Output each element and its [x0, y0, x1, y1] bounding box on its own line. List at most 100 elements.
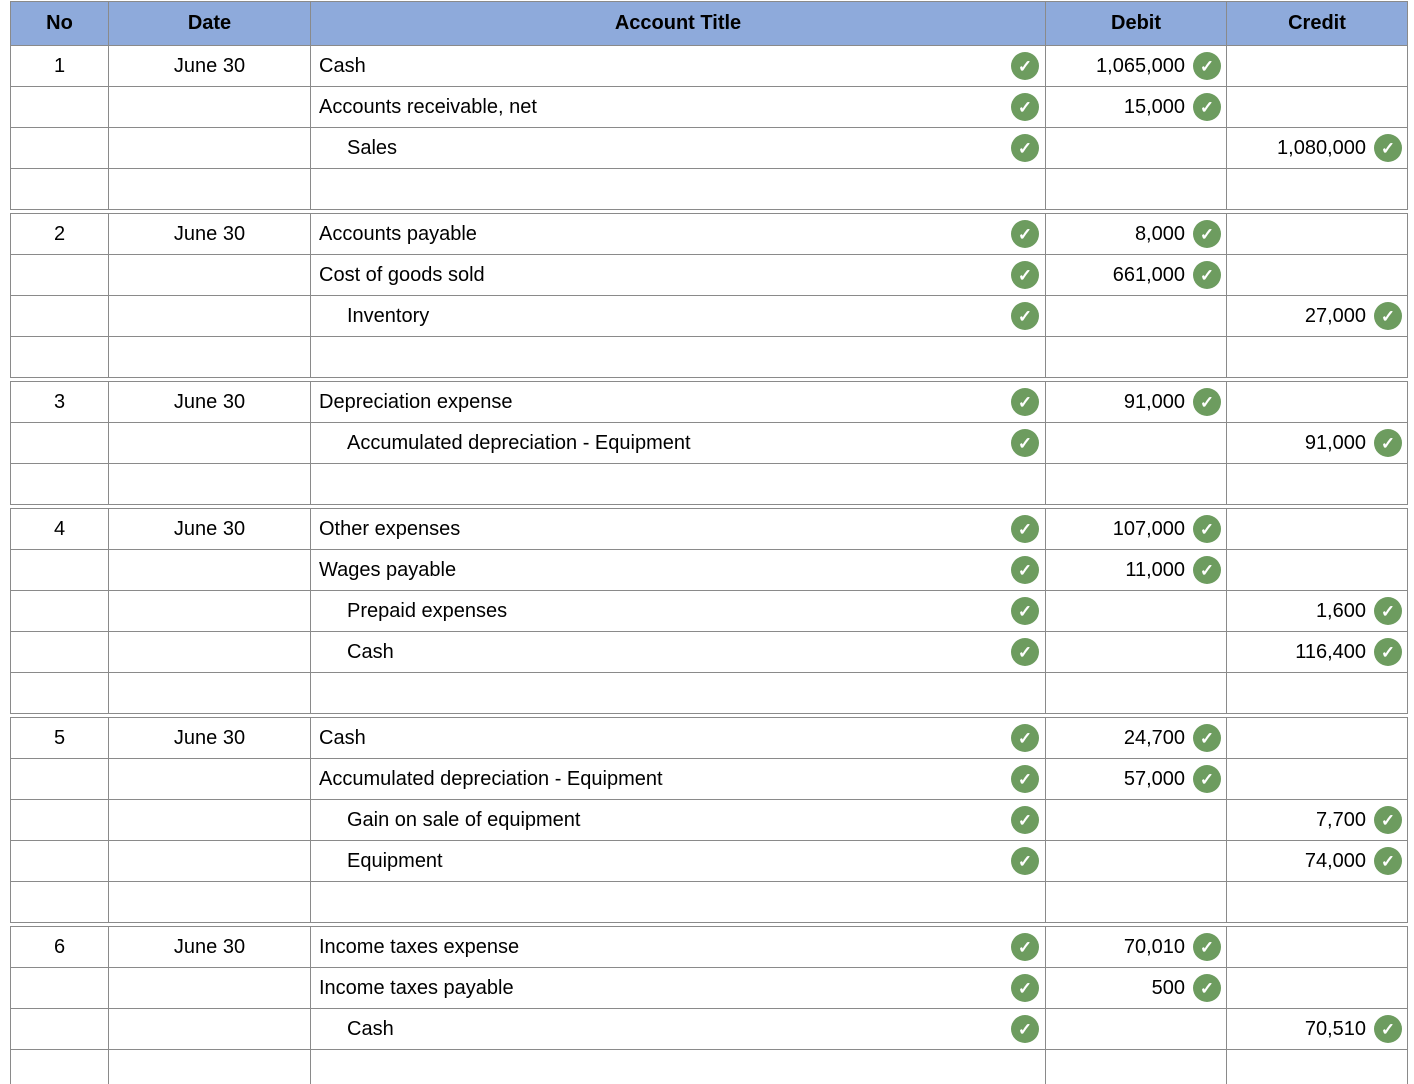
check-icon: ✓ [1193, 933, 1221, 961]
debit-cell [1045, 631, 1227, 673]
table-row: Inventory ✓ 27,000 ✓ [10, 295, 1408, 337]
debit-value: 107,000 [1112, 517, 1185, 540]
debit-cell: 24,700 ✓ [1045, 717, 1227, 759]
debit-cell: 500 ✓ [1045, 967, 1227, 1009]
check-icon: ✓ [1011, 515, 1039, 543]
entry-no-cell [10, 86, 109, 128]
credit-cell [1226, 86, 1408, 128]
check-icon: ✓ [1011, 388, 1039, 416]
account-title-cell: Inventory ✓ [310, 295, 1046, 337]
debit-cell [1045, 590, 1227, 632]
journal-entry-5: 5 June 30 Cash ✓ 24,700 ✓ Accumulated depr… [10, 717, 1408, 923]
debit-value: 91,000 [1123, 390, 1185, 413]
debit-value: 57,000 [1123, 767, 1185, 790]
table-row: 1 June 30 Cash ✓ 1,065,000 ✓ [10, 45, 1408, 87]
debit-value: 1,065,000 [1096, 54, 1185, 77]
entry-date-cell [108, 86, 311, 128]
debit-cell: 107,000 ✓ [1045, 508, 1227, 550]
entry-date-cell: June 30 [108, 381, 311, 423]
entry-date-cell [108, 254, 311, 296]
entry-date-cell: June 30 [108, 213, 311, 255]
entry-no-cell [10, 254, 109, 296]
table-row: Cost of goods sold ✓ 661,000 ✓ [10, 254, 1408, 296]
account-title-cell: Equipment ✓ [310, 840, 1046, 882]
credit-cell: 1,080,000 ✓ [1226, 127, 1408, 169]
entry-date-cell [108, 127, 311, 169]
account-title: Wages payable [319, 558, 457, 581]
table-row: Accounts receivable, net ✓ 15,000 ✓ [10, 86, 1408, 128]
entry-date-cell [108, 758, 311, 800]
debit-value: 661,000 [1112, 263, 1185, 286]
account-title: Income taxes payable [319, 976, 514, 999]
check-icon: ✓ [1193, 724, 1221, 752]
entry-no-cell [10, 422, 109, 464]
debit-cell [1045, 422, 1227, 464]
debit-cell [1045, 840, 1227, 882]
entry-date-cell [108, 590, 311, 632]
debit-cell: 1,065,000 ✓ [1045, 45, 1227, 87]
journal-entry-6: 6 June 30 Income taxes expense ✓ 70,010 ✓ … [10, 926, 1408, 1084]
credit-value: 74,000 [1304, 849, 1366, 872]
account-title-cell: Cash ✓ [310, 1008, 1046, 1050]
entry-no-cell [10, 631, 109, 673]
check-icon: ✓ [1193, 52, 1221, 80]
account-title-cell: Gain on sale of equipment ✓ [310, 799, 1046, 841]
account-title: Depreciation expense [319, 390, 513, 413]
debit-cell: 11,000 ✓ [1045, 549, 1227, 591]
debit-cell [1045, 799, 1227, 841]
account-title: Accounts receivable, net [319, 95, 537, 118]
entry-date-cell [108, 549, 311, 591]
check-icon: ✓ [1374, 638, 1402, 666]
check-icon: ✓ [1011, 93, 1039, 121]
check-icon: ✓ [1011, 134, 1039, 162]
empty-row [10, 672, 1408, 714]
check-icon: ✓ [1011, 724, 1039, 752]
table-row: 6 June 30 Income taxes expense ✓ 70,010 ✓ [10, 926, 1408, 968]
table-row: Income taxes payable ✓ 500 ✓ [10, 967, 1408, 1009]
account-title: Inventory [347, 304, 430, 327]
check-icon: ✓ [1011, 261, 1039, 289]
credit-cell [1226, 549, 1408, 591]
debit-cell: 57,000 ✓ [1045, 758, 1227, 800]
table-row: 3 June 30 Depreciation expense ✓ 91,000 ✓ [10, 381, 1408, 423]
col-header-account-title: Account Title [310, 1, 1046, 46]
debit-cell [1045, 295, 1227, 337]
debit-cell: 8,000 ✓ [1045, 213, 1227, 255]
account-title: Cash [347, 640, 394, 663]
credit-cell [1226, 45, 1408, 87]
entry-no-cell [10, 127, 109, 169]
entry-date-cell: June 30 [108, 508, 311, 550]
col-header-credit: Credit [1226, 1, 1408, 46]
credit-cell [1226, 967, 1408, 1009]
check-icon: ✓ [1374, 1015, 1402, 1043]
account-title-cell: Other expenses ✓ [310, 508, 1046, 550]
account-title: Accumulated depreciation - Equipment [319, 767, 663, 790]
journal-entry-2: 2 June 30 Accounts payable ✓ 8,000 ✓ Cost … [10, 213, 1408, 378]
account-title-cell: Wages payable ✓ [310, 549, 1046, 591]
account-title-cell: Income taxes expense ✓ [310, 926, 1046, 968]
check-icon: ✓ [1374, 806, 1402, 834]
credit-value: 27,000 [1304, 304, 1366, 327]
table-row: Cash ✓ 70,510 ✓ [10, 1008, 1408, 1050]
check-icon: ✓ [1193, 261, 1221, 289]
account-title-cell: Cash ✓ [310, 717, 1046, 759]
entry-date-cell [108, 422, 311, 464]
col-header-date: Date [108, 1, 311, 46]
account-title-cell: Accumulated depreciation - Equipment ✓ [310, 758, 1046, 800]
entry-no-cell: 1 [10, 45, 109, 87]
entry-date-cell [108, 295, 311, 337]
entry-no-cell [10, 590, 109, 632]
account-title-cell: Depreciation expense ✓ [310, 381, 1046, 423]
debit-value: 70,010 [1123, 935, 1185, 958]
check-icon: ✓ [1011, 220, 1039, 248]
entry-no-cell: 3 [10, 381, 109, 423]
check-icon: ✓ [1193, 974, 1221, 1002]
credit-value: 1,080,000 [1277, 136, 1366, 159]
check-icon: ✓ [1374, 134, 1402, 162]
table-row: Sales ✓ 1,080,000 ✓ [10, 127, 1408, 169]
account-title: Accounts payable [319, 222, 477, 245]
empty-row [10, 168, 1408, 210]
account-title-cell: Prepaid expenses ✓ [310, 590, 1046, 632]
account-title-cell: Accounts receivable, net ✓ [310, 86, 1046, 128]
account-title: Cash [347, 1017, 394, 1040]
